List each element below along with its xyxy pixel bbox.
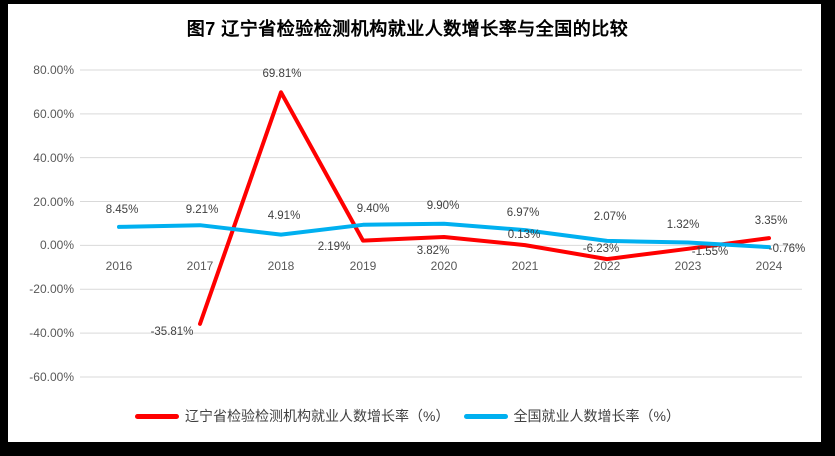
series-line-liaoning xyxy=(198,90,771,326)
scan-border-bottom xyxy=(0,442,835,456)
legend: 辽宁省检验检测机构就业人数增长率（%） 全国就业人数增长率（%） xyxy=(0,402,815,430)
scan-border-left xyxy=(0,0,8,456)
scan-border-top xyxy=(0,0,835,4)
legend-label-national: 全国就业人数增长率（%） xyxy=(513,408,680,424)
legend-item-national: 全国就业人数增长率（%） xyxy=(463,406,680,426)
legend-item-liaoning: 辽宁省检验检测机构就业人数增长率（%） xyxy=(135,406,450,426)
series-line-national xyxy=(117,221,771,250)
chart-title: 图7 辽宁省检验检测机构就业人数增长率与全国的比较 xyxy=(186,19,629,39)
legend-line-swatch-national xyxy=(463,413,508,419)
legend-label-liaoning: 辽宁省检验检测机构就业人数增长率（%） xyxy=(185,408,450,424)
scan-border-right xyxy=(821,0,835,456)
legend-line-swatch-liaoning xyxy=(135,413,180,419)
